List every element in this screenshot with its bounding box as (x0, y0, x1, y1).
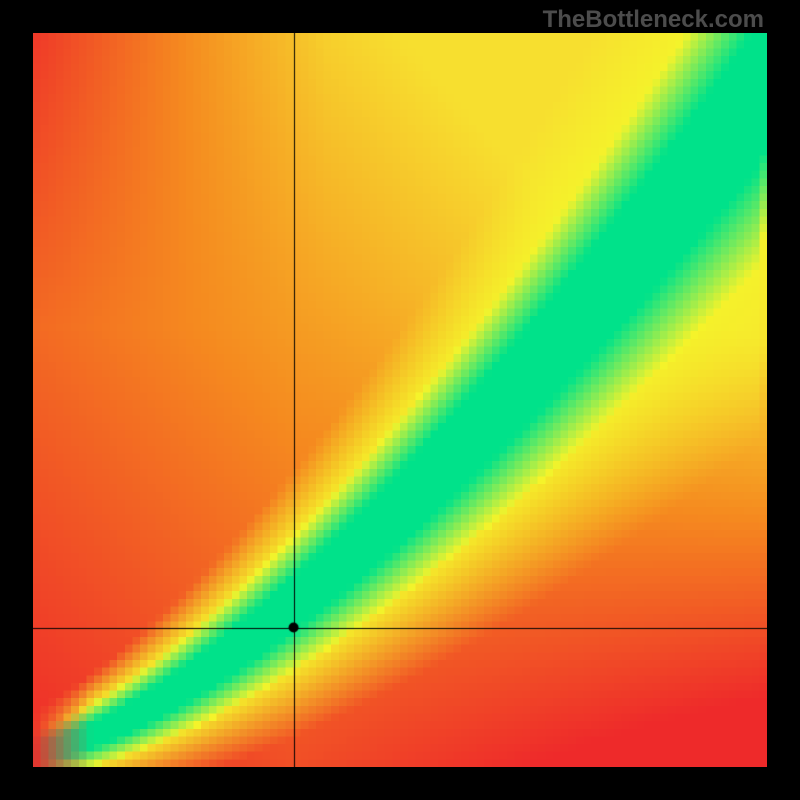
watermark-text: TheBottleneck.com (543, 6, 764, 34)
chart-container: TheBottleneck.com (0, 0, 800, 800)
crosshair-overlay (33, 33, 767, 767)
